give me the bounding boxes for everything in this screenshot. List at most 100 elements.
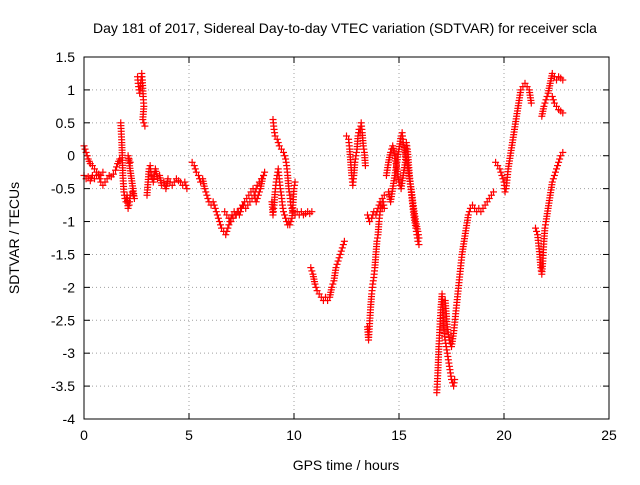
data-point bbox=[375, 201, 383, 209]
x-tick-label: 25 bbox=[601, 427, 617, 443]
data-point bbox=[128, 188, 136, 196]
y-tick-label: -2 bbox=[63, 279, 76, 295]
data-point bbox=[81, 145, 89, 153]
data-point bbox=[559, 148, 567, 156]
data-point bbox=[236, 208, 244, 216]
data-point bbox=[338, 244, 346, 252]
data-point bbox=[113, 163, 121, 171]
data-point bbox=[280, 208, 287, 216]
data-point bbox=[549, 96, 557, 104]
data-point bbox=[445, 336, 453, 344]
x-tick-label: 10 bbox=[286, 427, 302, 443]
data-point bbox=[211, 204, 219, 212]
tick-layer: 1.510.50-0.5-1-1.5-2-2.5-3-3.5-40 5 10 15 20… bbox=[51, 49, 617, 443]
data-point bbox=[213, 211, 221, 219]
data-point bbox=[532, 224, 539, 232]
data-point bbox=[548, 178, 556, 186]
x-tick-label: 5 bbox=[185, 427, 193, 443]
data-point bbox=[414, 237, 422, 245]
data-point bbox=[497, 168, 505, 176]
data-point bbox=[451, 376, 459, 384]
data-point bbox=[499, 175, 507, 183]
y-tick-label: -3 bbox=[63, 345, 76, 361]
data-point bbox=[541, 99, 549, 107]
data-point bbox=[212, 208, 220, 216]
data-point bbox=[307, 264, 315, 272]
data-point bbox=[140, 119, 148, 127]
data-point bbox=[380, 204, 388, 212]
y-tick-label: -3.5 bbox=[51, 378, 75, 394]
data-point bbox=[554, 162, 562, 170]
data-point bbox=[559, 76, 567, 84]
x-tick-label: 15 bbox=[391, 427, 407, 443]
data-point bbox=[291, 178, 299, 186]
data-point bbox=[160, 178, 168, 186]
data-point bbox=[191, 165, 199, 173]
data-point bbox=[550, 171, 558, 179]
data-point bbox=[415, 241, 423, 249]
data-point bbox=[415, 234, 423, 242]
data-point bbox=[255, 188, 263, 196]
y-axis-label: SDTVAR / TECUs bbox=[6, 182, 22, 294]
data-point bbox=[224, 224, 232, 232]
data-point bbox=[540, 102, 548, 110]
data-point bbox=[336, 250, 344, 258]
data-point bbox=[496, 165, 504, 173]
data-point bbox=[182, 181, 190, 189]
y-tick-label: -2.5 bbox=[51, 312, 75, 328]
data-point bbox=[217, 221, 224, 229]
data-point bbox=[333, 260, 341, 268]
data-point bbox=[308, 267, 316, 275]
data-point bbox=[374, 204, 382, 212]
data-point bbox=[548, 92, 556, 100]
data-point bbox=[214, 214, 222, 222]
data-point bbox=[210, 201, 218, 209]
y-tick-label: 1.5 bbox=[56, 49, 76, 65]
y-tick-label: 0 bbox=[67, 148, 75, 164]
data-point bbox=[204, 195, 212, 203]
chart-title: Day 181 of 2017, Sidereal Day-to-day VTE… bbox=[93, 20, 597, 36]
data-point bbox=[141, 122, 149, 130]
data-point bbox=[372, 211, 380, 219]
data-point bbox=[555, 158, 563, 166]
data-point bbox=[109, 170, 117, 178]
data-point bbox=[222, 231, 230, 239]
data-points bbox=[80, 69, 567, 397]
data-point bbox=[274, 139, 282, 147]
data-point bbox=[203, 191, 211, 199]
data-point bbox=[181, 178, 189, 186]
data-point bbox=[337, 247, 345, 255]
data-point bbox=[311, 280, 319, 288]
data-point bbox=[395, 178, 403, 186]
data-point bbox=[139, 116, 147, 124]
plot-frame bbox=[83, 56, 610, 420]
data-point bbox=[260, 171, 268, 179]
grid-layer bbox=[84, 57, 609, 419]
data-point bbox=[542, 96, 550, 104]
data-point bbox=[281, 152, 289, 160]
data-point bbox=[308, 208, 316, 216]
data-point bbox=[124, 152, 132, 160]
data-point bbox=[261, 168, 269, 176]
y-tick-label: 1 bbox=[67, 82, 75, 98]
data-point bbox=[286, 221, 294, 229]
y-tick-label: -1 bbox=[63, 214, 76, 230]
data-point bbox=[125, 155, 133, 163]
data-point bbox=[223, 227, 231, 235]
data-point bbox=[183, 185, 191, 193]
y-tick-label: -4 bbox=[63, 411, 76, 427]
data-point bbox=[328, 283, 336, 291]
data-point bbox=[83, 152, 91, 160]
data-point bbox=[373, 208, 381, 216]
data-point bbox=[501, 188, 509, 196]
data-point bbox=[387, 148, 395, 156]
data-point bbox=[209, 198, 217, 206]
data-point bbox=[147, 171, 155, 179]
x-axis-label: GPS time / hours bbox=[293, 457, 400, 473]
data-point bbox=[465, 208, 473, 216]
data-point bbox=[556, 155, 564, 163]
data-point bbox=[112, 166, 119, 174]
data-point bbox=[533, 227, 541, 235]
data-point bbox=[339, 241, 347, 249]
data-point bbox=[282, 214, 290, 222]
